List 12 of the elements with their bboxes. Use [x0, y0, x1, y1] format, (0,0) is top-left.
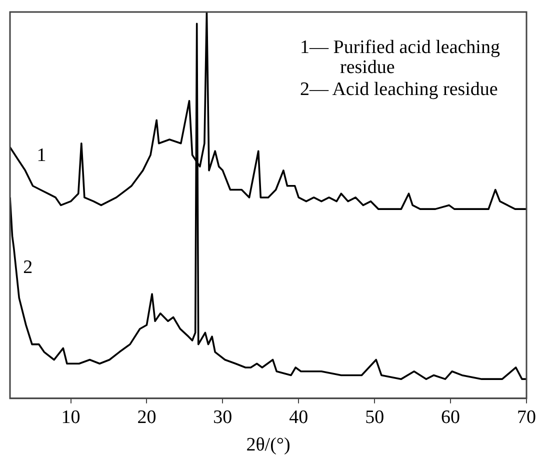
x-tick-label: 30	[213, 406, 232, 428]
x-tick-label: 50	[365, 406, 384, 428]
x-tick-label: 20	[137, 406, 156, 428]
annotation: 1— Purified acid leaching residue	[300, 37, 501, 78]
series-label: 2	[23, 256, 33, 278]
x-tick-label: 60	[441, 406, 460, 428]
series-label: 1	[36, 144, 46, 166]
x-axis-title: 2θ/(°)	[246, 434, 290, 456]
x-tick-label: 40	[289, 406, 308, 428]
x-tick-label: 10	[61, 406, 80, 428]
x-tick-label: 70	[517, 406, 536, 428]
annotation: 2— Acid leaching residue	[300, 79, 499, 100]
